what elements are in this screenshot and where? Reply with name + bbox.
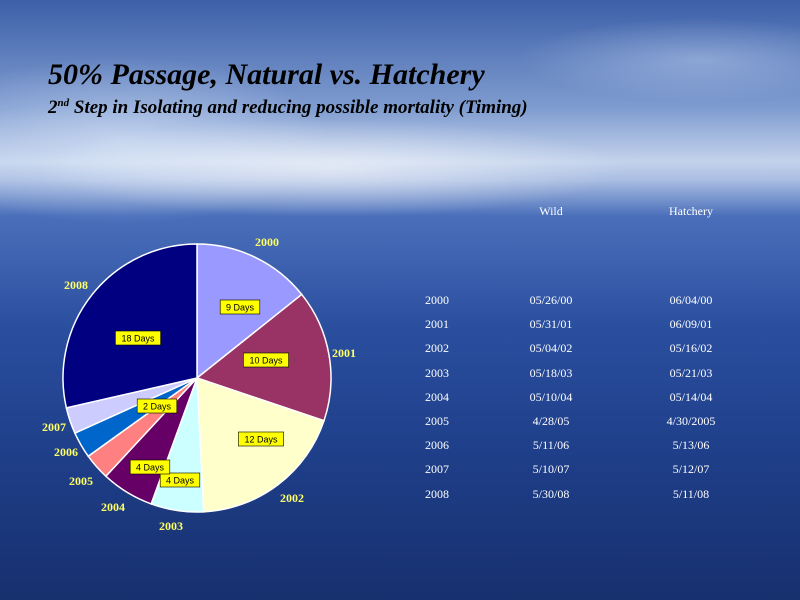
- category-label-2004: 2004: [101, 500, 125, 514]
- category-label-2006: 2006: [54, 445, 78, 459]
- slide-title: 50% Passage, Natural vs. Hatchery: [48, 58, 485, 91]
- pie-slice-2008: [62, 243, 198, 409]
- category-label-2003: 2003: [159, 519, 183, 533]
- data-label-2007: 2 Days: [136, 398, 178, 414]
- data-label-text-2004: 4 Days: [136, 463, 165, 473]
- subtitle-ordinal: 2: [48, 97, 58, 118]
- data-label-text-2008: 18 Days: [121, 334, 155, 344]
- data-label-2008: 18 Days: [115, 330, 161, 346]
- data-label-2002: 12 Days: [238, 431, 284, 447]
- data-label-2003: 4 Days: [159, 472, 201, 488]
- category-label-2000: 2000: [255, 235, 279, 249]
- data-label-box-2000: [219, 299, 261, 315]
- category-label-2002: 2002: [280, 491, 304, 505]
- data-label-2004: 4 Days: [129, 459, 171, 475]
- data-label-text-2002: 12 Days: [244, 435, 278, 445]
- data-label-box-2002: [238, 431, 284, 447]
- subtitle-ordinal-suffix: nd: [57, 97, 70, 109]
- slide-subtitle: 2nd Step in Isolating and reducing possi…: [48, 97, 528, 119]
- category-label-2005: 2005: [69, 474, 93, 488]
- data-label-box-2001: [243, 352, 289, 368]
- category-label-2001: 2001: [332, 346, 356, 360]
- data-label-text-2003: 4 Days: [166, 476, 195, 486]
- data-label-text-2007: 2 Days: [143, 402, 172, 412]
- category-label-2008: 2008: [64, 278, 88, 292]
- data-label-2000: 9 Days: [219, 299, 261, 315]
- data-label-box-2008: [115, 330, 161, 346]
- data-label-text-2001: 10 Days: [249, 356, 283, 366]
- data-label-box-2004: [129, 459, 171, 475]
- data-label-box-2003: [159, 472, 201, 488]
- subtitle-text: Step in Isolating and reducing possible …: [69, 97, 528, 118]
- category-label-2007: 2007: [42, 420, 66, 434]
- data-label-text-2000: 9 Days: [226, 303, 255, 313]
- data-label-2001: 10 Days: [243, 352, 289, 368]
- data-label-box-2007: [136, 398, 178, 414]
